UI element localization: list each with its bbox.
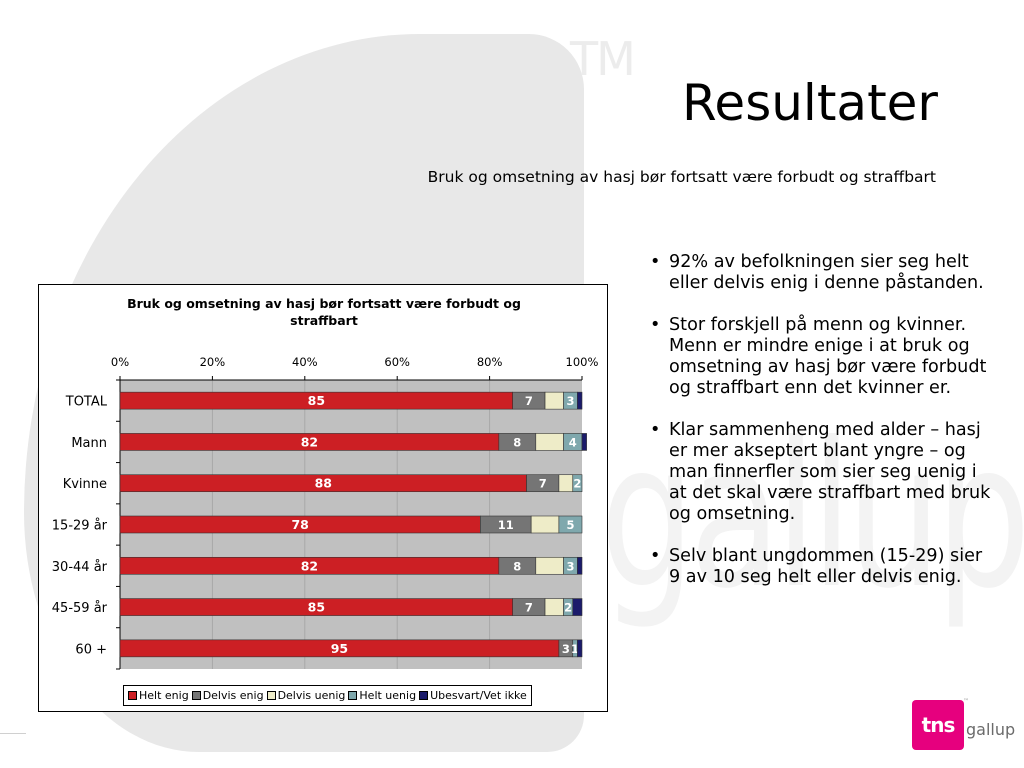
bar-segment — [530, 515, 560, 534]
legend-swatch — [191, 691, 201, 700]
data-label: 2 — [573, 477, 581, 491]
logo-tm-mark: ™ — [963, 698, 969, 705]
data-label: 8 — [513, 435, 521, 449]
bar-segment — [577, 556, 583, 575]
bullet-list: 92% av befolkningen sier seg helt eller … — [650, 252, 996, 609]
data-label: 7 — [525, 394, 533, 408]
chart-legend: Helt enig Delvis enig Delvis uenig Helt uen… — [123, 685, 532, 706]
bar-segment — [535, 556, 564, 575]
category-label: Mann — [71, 436, 107, 451]
bar-segment — [558, 515, 583, 534]
legend-item: Ubesvart/Vet ikke — [419, 689, 527, 702]
legend-item: Helt enig — [128, 689, 189, 702]
category-label: 60 + — [75, 642, 107, 657]
x-tick-label: 20% — [200, 355, 226, 369]
category-label: TOTAL — [65, 395, 108, 410]
legend-item: Helt uenig — [348, 689, 416, 702]
data-label: 4 — [569, 435, 577, 449]
legend-swatch — [348, 691, 358, 700]
x-tick-label: 100% — [566, 355, 599, 369]
legend-label: Helt uenig — [359, 689, 417, 702]
bar-segment — [544, 598, 564, 616]
bar-segment — [544, 391, 564, 410]
bar-segment — [581, 433, 587, 451]
bar-segment — [535, 433, 564, 451]
data-label: 95 — [331, 641, 348, 656]
data-label: 7 — [525, 601, 533, 615]
bar-segment — [572, 474, 583, 493]
category-label: 30-44 år — [52, 560, 108, 575]
data-label: 8 — [513, 559, 521, 573]
x-tick-label: 40% — [292, 355, 318, 369]
category-label: 45-59 år — [52, 601, 108, 616]
bullet-item: Klar sammenheng med alder – hasj er mer … — [650, 420, 996, 525]
legend-swatch — [266, 691, 276, 700]
bar-segment — [577, 639, 583, 658]
category-label: Kvinne — [63, 477, 107, 492]
slide-title: Resultater — [681, 74, 938, 132]
slide-subtitle: Bruk og omsetning av hasj bør fortsatt v… — [427, 168, 936, 186]
data-label: 2 — [564, 601, 572, 615]
data-label: 3 — [566, 394, 574, 408]
logo-gallup-text: gallup — [966, 720, 1016, 739]
logo-brand-text: tns — [921, 713, 956, 737]
data-label: 82 — [301, 434, 318, 449]
tm-watermark: TM — [570, 32, 636, 86]
bullet-item: Stor forskjell på menn og kvinner. Menn … — [650, 315, 996, 399]
data-label: 85 — [308, 393, 325, 408]
bullet-item: 92% av befolkningen sier seg helt eller … — [650, 252, 996, 294]
legend-swatch — [128, 691, 137, 700]
legend-item: Delvis enig — [191, 689, 264, 702]
tns-logo: tns — [912, 700, 964, 750]
bottom-divider — [0, 733, 26, 734]
data-label: 3 — [562, 642, 570, 656]
data-label: 1 — [571, 642, 579, 656]
legend-item: Delvis uenig — [266, 689, 346, 702]
chart-panel: Bruk og omsetning av hasj bør fortsatt v… — [38, 284, 608, 712]
bullet-item: Selv blant ungdommen (15-29) sier 9 av 1… — [650, 546, 996, 588]
data-label: 3 — [566, 559, 574, 573]
data-label: 5 — [566, 518, 574, 532]
category-label: 15-29 år — [52, 519, 108, 534]
data-label: 78 — [291, 517, 308, 532]
chart-title: Bruk og omsetning av hasj bør fortsatt v… — [127, 296, 521, 328]
bar-segment — [572, 598, 583, 616]
x-tick-label: 60% — [384, 355, 410, 369]
legend-label: Delvis uenig — [277, 689, 346, 702]
data-label: 88 — [315, 476, 332, 491]
data-label: 82 — [301, 558, 318, 573]
legend-label: Helt enig — [139, 689, 189, 702]
data-label: 7 — [539, 477, 547, 491]
legend-label: Delvis enig — [202, 689, 264, 702]
bar-segment — [558, 474, 574, 493]
bar-segment — [577, 391, 583, 410]
legend-label: Ubesvart/Vet ikke — [430, 689, 527, 702]
data-label: 11 — [498, 518, 514, 532]
legend-swatch — [419, 691, 429, 700]
data-label: 85 — [308, 600, 325, 615]
x-tick-label: 80% — [477, 355, 503, 369]
x-tick-label: 0% — [111, 355, 129, 369]
